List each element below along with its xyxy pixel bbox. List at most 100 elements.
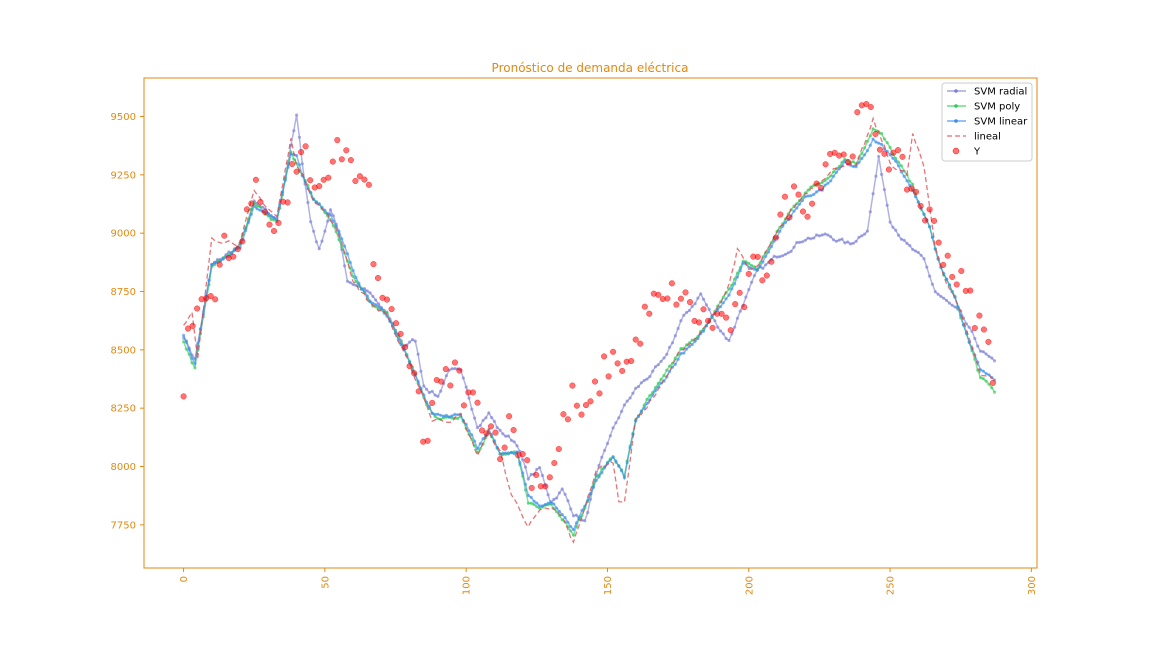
series-point-svm-radial <box>261 205 265 209</box>
series-point-y <box>212 296 219 303</box>
series-point-svm-radial <box>569 507 573 511</box>
series-point-svm-radial <box>306 200 310 205</box>
series-point-y <box>180 393 187 400</box>
series-point-svm-radial <box>512 440 516 444</box>
series-point-y <box>307 177 314 184</box>
series-point-svm-linear <box>724 297 728 301</box>
series-point-svm-radial <box>809 237 813 241</box>
series-point-svm-linear <box>436 412 440 416</box>
legend-label-svm-radial: SVM radial <box>974 87 1027 98</box>
series-svm-linear <box>182 137 997 532</box>
series-point-svm-radial <box>365 289 369 293</box>
series-point-svm-radial <box>911 247 915 252</box>
series-point-svm-radial <box>993 359 997 363</box>
series-point-svm-linear <box>758 264 762 268</box>
series-point-y <box>940 261 947 268</box>
series-point-svm-linear <box>473 439 477 443</box>
series-point-svm-radial <box>416 352 420 356</box>
series-point-svm-radial <box>919 253 923 257</box>
series-point-svm-linear <box>922 212 926 216</box>
series-point-svm-linear <box>549 500 553 504</box>
series-point-svm-poly <box>656 381 660 385</box>
series-point-svm-poly <box>865 139 870 143</box>
series-point-svm-linear <box>275 217 279 221</box>
series-point-y <box>958 267 965 275</box>
series-point-svm-radial <box>820 233 824 237</box>
series-point-svm-linear <box>362 289 366 293</box>
series-point-svm-radial <box>724 336 728 341</box>
series-point-svm-radial <box>888 220 892 224</box>
series-point-y <box>619 367 626 374</box>
series-point-svm-radial <box>817 234 822 238</box>
series-point-svm-poly <box>340 245 344 249</box>
series-point-y <box>528 484 535 491</box>
series-point-y <box>289 160 296 168</box>
series-point-svm-radial <box>659 359 663 363</box>
series-point-y <box>781 193 788 200</box>
series-point-svm-linear <box>747 265 751 269</box>
series-point-svm-radial <box>600 455 604 459</box>
series-point-y <box>252 176 259 183</box>
x-tick-label: 50 <box>320 576 331 589</box>
series-point-y <box>402 344 409 351</box>
series-point-svm-radial <box>831 238 836 242</box>
series-point-svm-poly <box>752 265 757 269</box>
series-point-svm-linear <box>278 203 282 207</box>
series-point-y <box>411 370 418 377</box>
series-point-svm-radial <box>851 241 855 245</box>
series-point-svm-linear <box>444 413 448 417</box>
series-point-y <box>397 330 404 337</box>
series-point-svm-poly <box>351 274 355 278</box>
series-point-svm-radial <box>868 210 872 214</box>
series-point-svm-radial <box>410 338 415 342</box>
series-point-svm-radial <box>439 389 443 393</box>
series-point-svm-radial <box>470 407 474 411</box>
series-point-svm-linear <box>608 458 612 462</box>
y-tick-label: 8500 <box>111 345 136 356</box>
series-point-svm-radial <box>976 344 980 348</box>
series-point-svm-linear <box>213 261 217 265</box>
series-point-svm-radial <box>617 416 621 420</box>
series-point-svm-radial <box>425 387 429 391</box>
series-point-svm-linear <box>309 190 313 194</box>
series-point-svm-radial <box>665 352 669 356</box>
series-point-svm-radial <box>433 393 437 397</box>
series-point-svm-poly <box>532 502 536 507</box>
series-point-y <box>628 357 635 365</box>
plot-area <box>180 101 997 544</box>
series-point-svm-linear <box>546 501 550 505</box>
series-point-y <box>582 402 590 409</box>
series-point-svm-linear <box>577 515 581 519</box>
series-point-y <box>298 149 305 156</box>
series-point-svm-linear <box>761 260 765 264</box>
series-point-y <box>243 206 250 213</box>
series-point-y <box>221 232 228 239</box>
legend-item-y: Y <box>952 147 981 158</box>
series-point-svm-poly <box>840 160 844 164</box>
series-point-svm-linear <box>566 520 570 524</box>
series-point-svm-poly <box>851 160 855 164</box>
series-point-svm-radial <box>651 369 655 373</box>
series-point-y <box>524 457 531 464</box>
series-point-svm-linear <box>733 282 737 286</box>
series-point-svm-radial <box>970 329 974 333</box>
series-point-y <box>478 427 486 434</box>
series-point-y <box>266 221 273 228</box>
series-point-svm-linear <box>467 429 471 433</box>
series-point-svm-linear <box>730 287 734 291</box>
series-point-y <box>822 161 829 168</box>
x-tick-label: 250 <box>886 576 897 595</box>
series-point-y <box>804 213 811 220</box>
series-point-svm-poly <box>269 217 273 222</box>
series-point-svm-radial <box>685 310 689 315</box>
series-point-svm-radial <box>908 244 912 248</box>
series-point-y <box>185 325 192 332</box>
legend-item-svm-radial: SVM radial <box>947 87 1027 98</box>
series-point-svm-poly <box>456 416 460 421</box>
series-point-svm-linear <box>950 290 954 294</box>
series-point-svm-radial <box>800 240 805 244</box>
series-point-svm-radial <box>509 438 513 442</box>
series-point-svm-radial <box>857 235 861 239</box>
series-point-svm-radial <box>795 240 799 245</box>
series-point-svm-linear <box>337 229 341 233</box>
